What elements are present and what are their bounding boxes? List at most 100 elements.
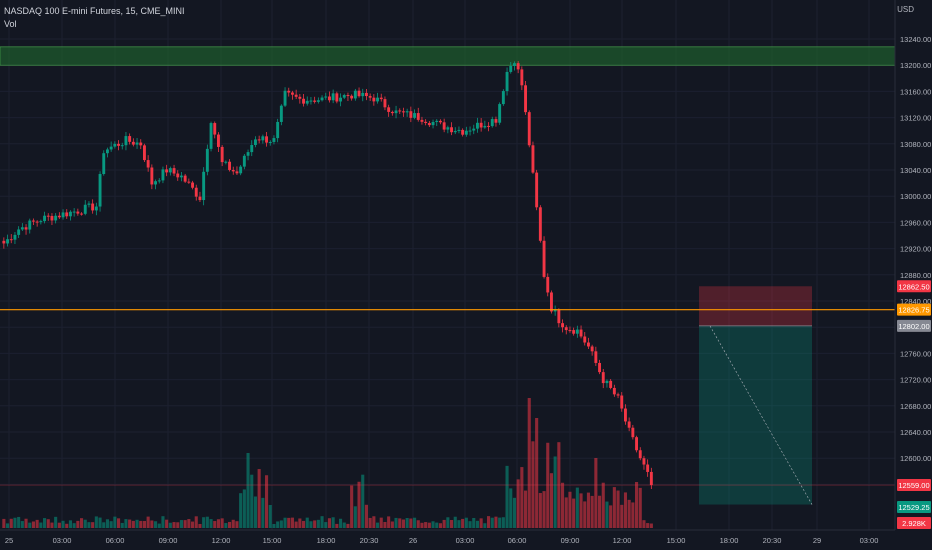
volume-bar bbox=[102, 522, 106, 528]
candle-body bbox=[213, 123, 217, 135]
volume-bar bbox=[320, 516, 324, 528]
volume-bar bbox=[20, 521, 24, 528]
volume-bar bbox=[39, 522, 43, 528]
volume-bar bbox=[283, 517, 287, 528]
candle-body bbox=[376, 97, 379, 102]
candle-body bbox=[461, 129, 465, 135]
volume-bar bbox=[564, 497, 568, 528]
horizontal-line[interactable] bbox=[0, 309, 895, 486]
volume-bar bbox=[316, 519, 320, 528]
price-axis[interactable]: 13240.00 13200.00 13160.00 13120.00 13080.00… bbox=[894, 0, 932, 550]
price-tag-label: 12826.75 bbox=[898, 306, 929, 315]
candle-body bbox=[117, 143, 120, 146]
volume-bar bbox=[324, 522, 328, 528]
volume-bar bbox=[216, 519, 220, 528]
volume-bar bbox=[302, 520, 306, 528]
position-tool[interactable] bbox=[699, 286, 813, 505]
price-tag-volume bbox=[897, 517, 931, 529]
volume-bar bbox=[83, 519, 87, 528]
candle-body bbox=[568, 330, 572, 332]
candle-body bbox=[257, 139, 261, 141]
volume-bar bbox=[635, 481, 639, 528]
candle-body bbox=[9, 239, 13, 241]
time-tick-label: 03:00 bbox=[860, 536, 879, 545]
volume-bar bbox=[105, 519, 109, 528]
candle-body bbox=[431, 121, 435, 126]
volume-bar bbox=[379, 517, 383, 528]
price-tick-label: 12920.00 bbox=[900, 245, 931, 254]
candle-body bbox=[420, 119, 424, 122]
candle-body bbox=[638, 450, 642, 459]
volume-bar bbox=[501, 517, 505, 528]
volume-bar bbox=[346, 523, 350, 528]
candle-body bbox=[209, 123, 213, 149]
time-tick-label: 15:00 bbox=[263, 536, 282, 545]
candle-body bbox=[291, 92, 294, 95]
candle-body bbox=[143, 145, 146, 161]
candle-body bbox=[250, 145, 254, 153]
candle-body bbox=[69, 211, 72, 217]
candle-body bbox=[616, 394, 620, 396]
price-tag-label: 12559.00 bbox=[898, 481, 929, 490]
candle-body bbox=[620, 395, 624, 409]
volume-bar bbox=[261, 497, 265, 528]
candle-body bbox=[246, 152, 250, 156]
volume-bar bbox=[424, 522, 428, 528]
volume-bar bbox=[198, 523, 202, 528]
volume-bar bbox=[413, 517, 417, 528]
candle-body bbox=[54, 215, 58, 221]
candle-body bbox=[487, 125, 490, 127]
price-axis-bg bbox=[895, 0, 932, 550]
candle-body bbox=[220, 146, 224, 163]
volume-bar bbox=[472, 517, 476, 528]
candle-body bbox=[76, 211, 80, 214]
volume-bar bbox=[31, 521, 35, 528]
candle-body bbox=[46, 215, 50, 217]
candle-body bbox=[583, 336, 587, 343]
candle-body bbox=[72, 211, 76, 213]
candle-body bbox=[268, 141, 272, 143]
candle-body bbox=[649, 471, 653, 486]
volume-bar bbox=[405, 517, 409, 528]
volume-bar bbox=[627, 499, 631, 528]
volume-bar bbox=[2, 518, 6, 528]
candle-body bbox=[346, 95, 350, 97]
volume-bar bbox=[387, 516, 391, 528]
time-tick-label: 20:30 bbox=[763, 536, 782, 545]
symbol-title[interactable]: NASDAQ 100 E-mini Futures, 15, CME_MINI bbox=[4, 6, 185, 16]
volume-bar bbox=[335, 523, 339, 528]
candle-body bbox=[624, 408, 627, 422]
volume-bar bbox=[487, 516, 491, 528]
candle-body bbox=[457, 129, 461, 131]
volume-bar bbox=[187, 519, 191, 528]
candle-body bbox=[150, 167, 154, 185]
volume-bar bbox=[561, 482, 565, 528]
volume-bar bbox=[601, 482, 605, 528]
price-tag-stop_loss bbox=[897, 280, 931, 293]
candle-body bbox=[279, 105, 283, 122]
volume-bar bbox=[253, 496, 257, 528]
candle-body bbox=[305, 100, 309, 104]
candle-body bbox=[520, 69, 524, 86]
volume-bar bbox=[490, 517, 494, 528]
volume-bar bbox=[509, 488, 513, 528]
volume-bar bbox=[87, 522, 91, 528]
volume-indicator-label[interactable]: Vol bbox=[4, 19, 17, 29]
candle-body bbox=[350, 95, 354, 99]
volume-bar bbox=[128, 519, 132, 528]
volume-bar bbox=[383, 522, 387, 528]
volume-bar bbox=[538, 493, 542, 528]
volume-bar bbox=[61, 520, 65, 528]
time-axis[interactable]: 25 03:00 06:00 09:00 12:00 15:00 18:00 20:30 26 0… bbox=[0, 529, 932, 550]
candle-body bbox=[128, 136, 132, 142]
take-profit-zone bbox=[699, 325, 812, 505]
time-tick-label: 18:00 bbox=[720, 536, 739, 545]
candle-body bbox=[538, 207, 542, 241]
candle-body bbox=[501, 91, 505, 105]
volume-bar bbox=[172, 522, 176, 528]
volume-bar bbox=[542, 491, 546, 528]
candle-body bbox=[35, 221, 39, 223]
volume-bar bbox=[483, 523, 487, 528]
candle-body bbox=[642, 458, 646, 465]
